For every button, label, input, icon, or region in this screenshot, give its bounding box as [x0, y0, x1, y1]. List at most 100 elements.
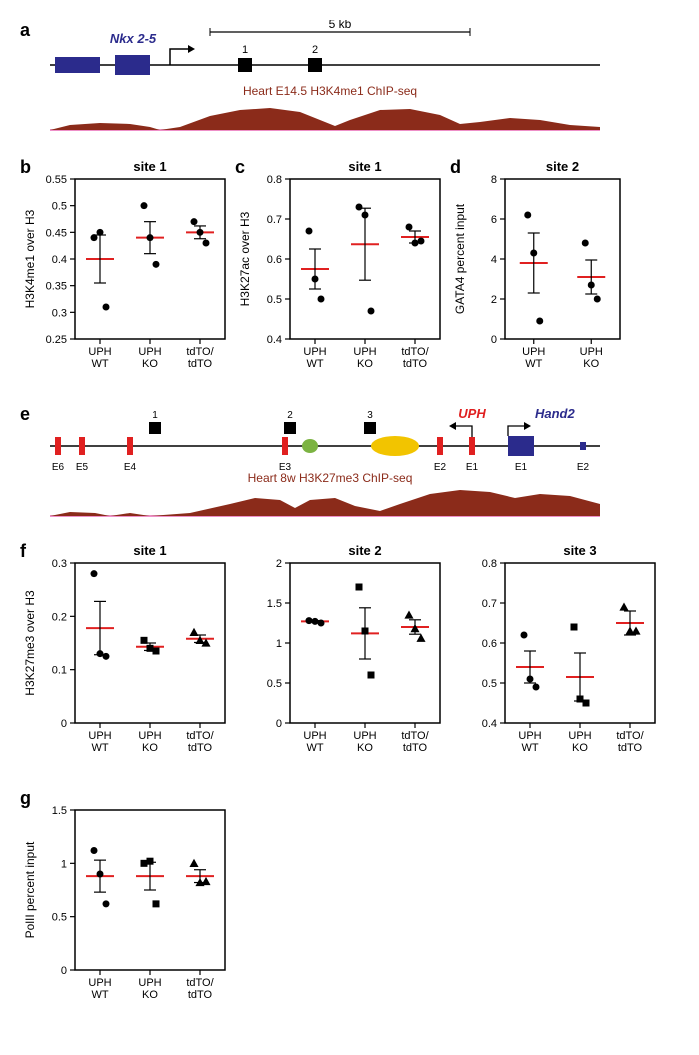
svg-text:0.6: 0.6	[482, 638, 497, 650]
svg-text:Nkx 2-5: Nkx 2-5	[110, 31, 157, 46]
svg-text:UPH: UPH	[88, 977, 111, 989]
panel-e-label: e	[20, 404, 30, 425]
svg-text:0.4: 0.4	[52, 254, 67, 266]
svg-text:4: 4	[491, 254, 497, 266]
panel-g: g 00.511.5PolII percent inputUPHWTUPHKOt…	[20, 788, 679, 1023]
svg-text:0.5: 0.5	[267, 678, 282, 690]
svg-text:site 1: site 1	[133, 159, 166, 174]
svg-text:WT: WT	[306, 358, 323, 370]
svg-text:Heart 8w H3K27me3 ChIP-seq: Heart 8w H3K27me3 ChIP-seq	[248, 471, 413, 485]
panel-bcd-row: b site 10.250.30.350.40.450.50.55H3K4me1…	[20, 157, 679, 392]
svg-text:2: 2	[276, 558, 282, 570]
svg-text:UPH: UPH	[88, 346, 111, 358]
svg-text:site 2: site 2	[546, 159, 579, 174]
panel-a: a Nkx 2-5 5 kb 1 2 Heart E14.5 H3K4me1 ChIP-…	[20, 20, 679, 145]
svg-text:PolII percent input: PolII percent input	[23, 841, 37, 938]
svg-text:8: 8	[491, 174, 497, 186]
svg-text:Hand2: Hand2	[535, 406, 576, 421]
svg-text:0.8: 0.8	[482, 558, 497, 570]
svg-text:Heart E14.5 H3K4me1 ChIP-seq: Heart E14.5 H3K4me1 ChIP-seq	[243, 84, 417, 98]
panel-b-chart: site 10.250.30.350.40.450.50.55H3K4me1 o…	[20, 157, 235, 387]
svg-text:3: 3	[367, 410, 373, 421]
svg-text:tdTO/: tdTO/	[616, 730, 644, 742]
svg-text:UPH: UPH	[580, 346, 603, 358]
svg-text:tdTO: tdTO	[403, 358, 428, 370]
svg-text:0.55: 0.55	[46, 174, 67, 186]
svg-text:2: 2	[491, 294, 497, 306]
panel-a-diagram: Nkx 2-5 5 kb 1 2 Heart E14.5 H3K4me1 ChIP-se…	[40, 20, 620, 140]
panel-g-label: g	[20, 788, 31, 809]
svg-text:H3K27me3 over H3: H3K27me3 over H3	[23, 590, 37, 696]
svg-text:UPH: UPH	[138, 977, 161, 989]
svg-text:1: 1	[152, 410, 158, 421]
panel-f1-chart: site 100.10.20.3H3K27me3 over H3UPHWTUPH…	[20, 541, 235, 771]
svg-text:WT: WT	[91, 358, 108, 370]
panel-c-label: c	[235, 157, 245, 178]
svg-text:E2: E2	[434, 462, 447, 473]
svg-text:KO: KO	[142, 742, 158, 754]
svg-text:0.7: 0.7	[482, 598, 497, 610]
panel-f3-chart: site 30.40.50.60.70.8UPHWTUPHKOtdTO/tdTO	[450, 541, 665, 771]
svg-text:WT: WT	[306, 742, 323, 754]
svg-text:0: 0	[491, 334, 497, 346]
panel-g-chart: 00.511.5PolII percent inputUPHWTUPHKOtdT…	[20, 788, 235, 1018]
svg-text:tdTO/: tdTO/	[401, 730, 429, 742]
svg-text:0.3: 0.3	[52, 307, 67, 319]
svg-text:tdTO: tdTO	[188, 358, 213, 370]
svg-text:UPH: UPH	[568, 730, 591, 742]
svg-text:tdTO/: tdTO/	[186, 977, 214, 989]
svg-text:E2: E2	[577, 462, 590, 473]
svg-text:tdTO: tdTO	[188, 742, 213, 754]
panel-d-chart: site 202468GATA4 percent inputUPHWTUPHKO	[450, 157, 630, 387]
svg-text:0: 0	[61, 718, 67, 730]
svg-text:6: 6	[491, 214, 497, 226]
panel-c-chart: site 10.40.50.60.70.8H3K27ac over H3UPHW…	[235, 157, 450, 387]
svg-text:KO: KO	[142, 989, 158, 1001]
svg-text:E5: E5	[76, 462, 89, 473]
svg-text:site 3: site 3	[563, 543, 596, 558]
svg-text:5 kb: 5 kb	[329, 20, 352, 31]
svg-text:0.4: 0.4	[482, 718, 497, 730]
svg-text:0.45: 0.45	[46, 227, 67, 239]
svg-text:KO: KO	[583, 358, 599, 370]
svg-text:E1: E1	[466, 462, 479, 473]
svg-text:0.8: 0.8	[267, 174, 282, 186]
svg-text:0.5: 0.5	[267, 294, 282, 306]
svg-text:UPH: UPH	[353, 346, 376, 358]
svg-text:1.5: 1.5	[267, 598, 282, 610]
svg-text:WT: WT	[91, 989, 108, 1001]
svg-text:0.2: 0.2	[52, 611, 67, 623]
svg-text:UPH: UPH	[88, 730, 111, 742]
svg-text:KO: KO	[357, 742, 373, 754]
svg-text:0.7: 0.7	[267, 214, 282, 226]
svg-text:WT: WT	[525, 358, 542, 370]
panel-e: e E6E5E4E3E2E1E1E2UPHHand2123Heart 8w H3…	[20, 404, 679, 529]
svg-text:UPH: UPH	[458, 406, 486, 421]
svg-text:0.3: 0.3	[52, 558, 67, 570]
svg-text:KO: KO	[142, 358, 158, 370]
svg-text:0.35: 0.35	[46, 281, 67, 293]
svg-text:0.5: 0.5	[52, 201, 67, 213]
svg-text:UPH: UPH	[353, 730, 376, 742]
svg-text:2: 2	[287, 410, 293, 421]
svg-text:H3K27ac over H3: H3K27ac over H3	[238, 211, 252, 306]
panel-e-diagram: E6E5E4E3E2E1E1E2UPHHand2123Heart 8w H3K2…	[40, 404, 620, 524]
panel-a-label: a	[20, 20, 30, 41]
svg-text:KO: KO	[357, 358, 373, 370]
svg-text:0.6: 0.6	[267, 254, 282, 266]
svg-text:UPH: UPH	[303, 346, 326, 358]
svg-text:tdTO/: tdTO/	[186, 346, 214, 358]
svg-text:UPH: UPH	[303, 730, 326, 742]
svg-text:0: 0	[276, 718, 282, 730]
svg-text:tdTO/: tdTO/	[401, 346, 429, 358]
svg-text:site 1: site 1	[348, 159, 381, 174]
svg-text:1.5: 1.5	[52, 805, 67, 817]
svg-text:1: 1	[242, 44, 248, 56]
svg-text:E1: E1	[515, 462, 528, 473]
svg-text:UPH: UPH	[138, 346, 161, 358]
svg-text:2: 2	[312, 44, 318, 56]
svg-text:0.5: 0.5	[52, 912, 67, 924]
svg-text:WT: WT	[91, 742, 108, 754]
svg-text:E4: E4	[124, 462, 137, 473]
svg-text:E6: E6	[52, 462, 65, 473]
